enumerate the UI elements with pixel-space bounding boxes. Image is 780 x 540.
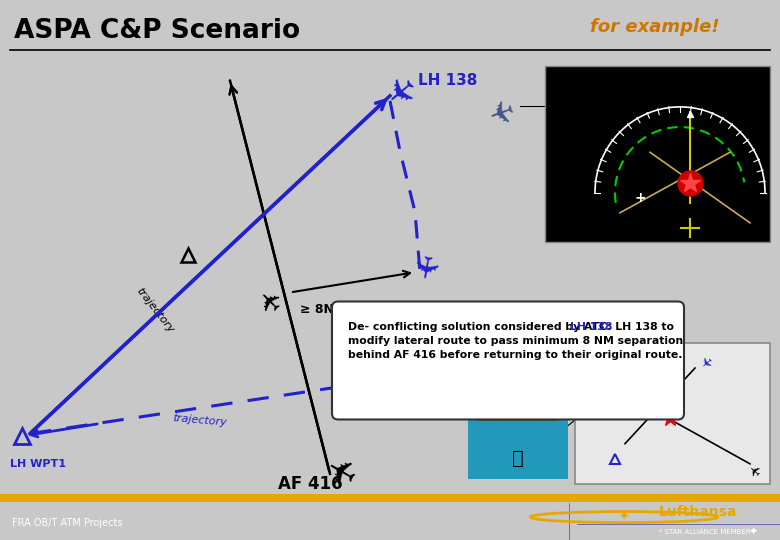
FancyBboxPatch shape — [545, 65, 770, 242]
Text: trajectory: trajectory — [134, 286, 176, 335]
Text: ✈: ✈ — [252, 279, 288, 315]
Text: ≥ 8NM: ≥ 8NM — [300, 302, 346, 315]
Text: trajectory: trajectory — [172, 413, 228, 428]
Text: LH 138: LH 138 — [570, 322, 612, 332]
Text: ✈: ✈ — [373, 66, 417, 111]
Text: 🧑: 🧑 — [512, 449, 524, 468]
Text: ✦: ✦ — [619, 510, 629, 524]
Text: * STAR ALLIANCE MEMBER: * STAR ALLIANCE MEMBER — [659, 529, 750, 535]
Text: LH WPT1: LH WPT1 — [10, 459, 66, 469]
Text: ✈: ✈ — [406, 252, 438, 282]
Text: AF 416: AF 416 — [730, 472, 759, 482]
Text: ✈: ✈ — [746, 460, 764, 478]
FancyBboxPatch shape — [0, 494, 780, 502]
Text: AF 416: AF 416 — [278, 475, 342, 493]
FancyBboxPatch shape — [478, 386, 558, 422]
Text: ✈: ✈ — [696, 352, 714, 370]
Text: LH 138: LH 138 — [715, 350, 745, 360]
FancyBboxPatch shape — [575, 343, 770, 484]
Text: for example!: for example! — [590, 18, 720, 36]
Text: ✦: ✦ — [749, 526, 758, 537]
Text: ✈: ✈ — [318, 443, 362, 488]
Text: ASPA C&P Scenario: ASPA C&P Scenario — [14, 18, 300, 44]
FancyBboxPatch shape — [468, 378, 568, 479]
FancyBboxPatch shape — [332, 301, 684, 420]
Text: Lufthansa: Lufthansa — [659, 505, 737, 519]
Text: ✈: ✈ — [481, 91, 515, 127]
Text: LH 138: LH 138 — [418, 73, 477, 88]
Text: +: + — [634, 191, 646, 205]
Text: FRA OB/T ATM Projects: FRA OB/T ATM Projects — [12, 517, 122, 528]
Text: De- conflicting solution considered by ATC: LH 138 to
modify lateral route to pa: De- conflicting solution considered by A… — [348, 322, 683, 360]
